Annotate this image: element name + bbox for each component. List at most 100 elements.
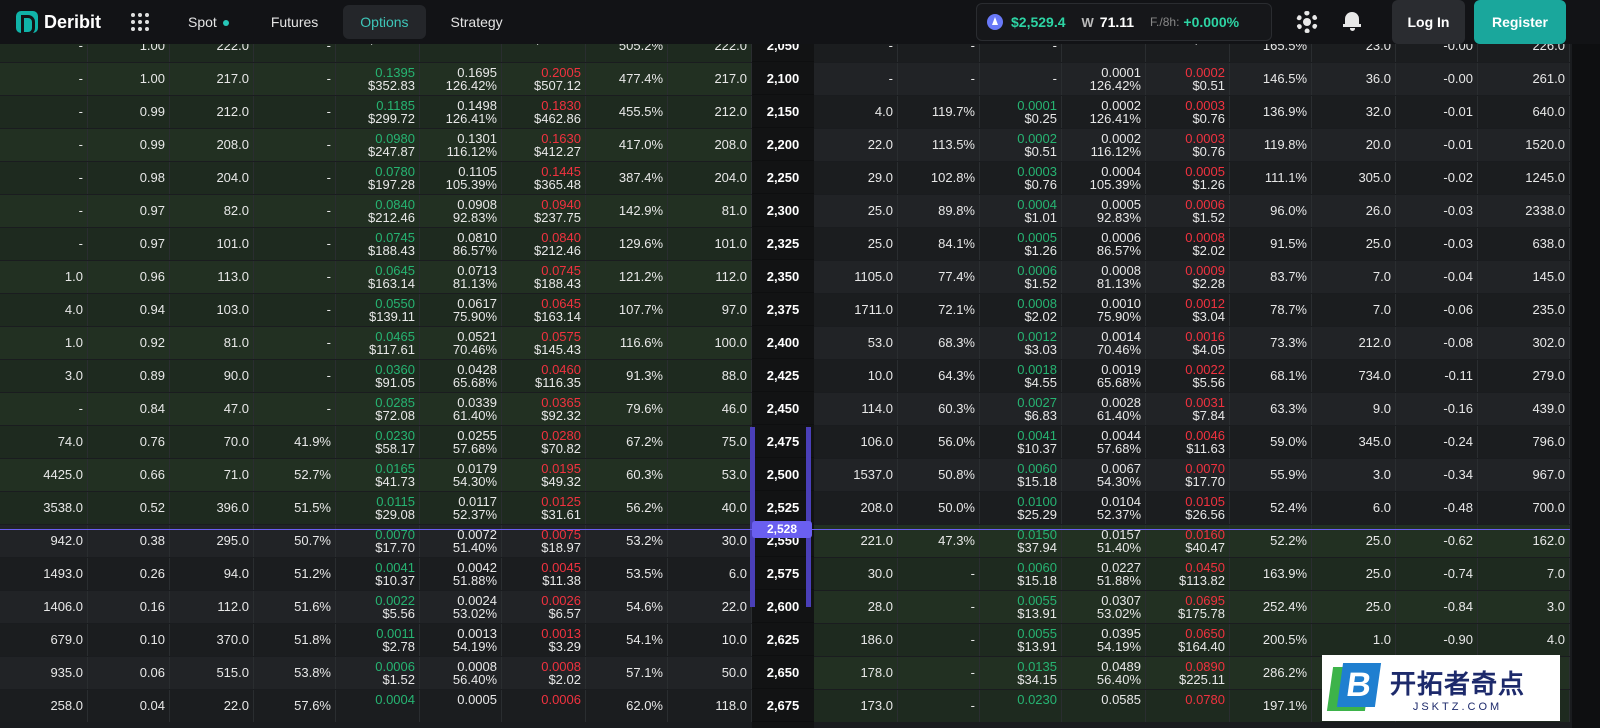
put-cell[interactable]: 0.0695 $175.78 (1146, 591, 1230, 623)
call-cell[interactable]: 0.0026 $6.57 (502, 591, 586, 623)
put-cell[interactable]: 0.0012 $3.04 (1146, 294, 1230, 326)
table-row[interactable]: -1.00 217.0-0.1395 $352.83 0.1695 126.42% 0.2… (0, 63, 1570, 95)
put-cell[interactable]: 0.0010 75.90% (1062, 294, 1146, 326)
put-cell[interactable]: 0.0450 $113.82 (1146, 558, 1230, 590)
call-cell[interactable]: 0.0339 61.40% (420, 393, 502, 425)
call-cell[interactable]: 0.0004 (336, 690, 420, 722)
call-cell[interactable]: 0.0713 81.13% (420, 261, 502, 293)
put-cell[interactable]: 0.0067 54.30% (1062, 459, 1146, 491)
put-cell[interactable]: 0.0060 $15.18 (980, 459, 1062, 491)
put-cell[interactable]: 0.0650 $164.40 (1146, 624, 1230, 656)
call-cell[interactable]: 0.1395 $352.83 (336, 63, 420, 95)
table-row[interactable]: -0.97 101.0-0.0745 $188.43 0.0810 86.57% 0.08… (0, 228, 1570, 260)
put-cell[interactable]: 0.0105 $26.56 (1146, 492, 1230, 524)
call-cell[interactable]: 0.0521 70.46% (420, 327, 502, 359)
table-row[interactable]: -0.99 212.0-0.1185 $299.72 0.1498 126.41% 0.1… (0, 96, 1570, 128)
call-cell[interactable]: 0.0810 86.57% (420, 228, 502, 260)
call-cell[interactable]: 0.0041 $10.37 (336, 558, 420, 590)
put-cell[interactable]: 0.0005 $1.26 (1146, 162, 1230, 194)
put-cell[interactable]: 0.0002 116.12% (1062, 129, 1146, 161)
put-cell[interactable]: 0.0014 70.46% (1062, 327, 1146, 359)
put-cell[interactable]: 0.0019 65.68% (1062, 360, 1146, 392)
table-row[interactable]: -1.00222.0-$404.68135.48%$553.91505.2%22… (0, 44, 1570, 62)
call-cell[interactable]: 0.1445 $365.48 (502, 162, 586, 194)
call-cell[interactable]: $404.68 (336, 44, 420, 62)
tab-options[interactable]: Options (343, 5, 426, 39)
call-cell[interactable]: 0.1301 116.12% (420, 129, 502, 161)
put-cell[interactable]: 0.0135 $34.15 (980, 657, 1062, 689)
table-row[interactable]: 1.0 0.92 81.0-0.0465 $117.61 0.0521 70.46% 0.0… (0, 327, 1570, 359)
call-cell[interactable]: 0.0840 $212.46 (502, 228, 586, 260)
put-cell[interactable]: 0.0022 $5.56 (1146, 360, 1230, 392)
table-row[interactable]: -0.84 47.0-0.0285 $72.08 0.0339 61.40% 0.0365… (0, 393, 1570, 425)
table-row[interactable]: 1493.0 0.26 94.0 51.2% 0.0041 $10.37 0.0042 51.… (0, 558, 1570, 590)
put-cell[interactable]: 0.0060 $15.18 (980, 558, 1062, 590)
call-cell[interactable]: 0.0008 56.40% (420, 657, 502, 689)
call-cell[interactable]: 0.0024 53.02% (420, 591, 502, 623)
put-cell[interactable]: 0.0016 $4.05 (1146, 327, 1230, 359)
put-cell[interactable]: 0.0001 126.42% (1062, 63, 1146, 95)
put-cell[interactable]: 0.0230 (980, 690, 1062, 722)
put-cell[interactable]: 0.0003 $0.76 (1146, 129, 1230, 161)
call-cell[interactable]: 0.0940 $237.75 (502, 195, 586, 227)
notifications-bell-icon[interactable] (1343, 11, 1361, 31)
put-cell[interactable]: 0.0044 57.68% (1062, 426, 1146, 458)
page-scrollbar[interactable] (1572, 44, 1600, 728)
call-cell[interactable]: 0.0005 (420, 690, 502, 722)
table-row[interactable]: 1.0 0.96 113.0-0.0645 $163.14 0.0713 81.13% 0.… (0, 261, 1570, 293)
put-cell[interactable]: 0.0395 54.19% (1062, 624, 1146, 656)
deribit-logo[interactable]: Deribit (16, 11, 101, 35)
put-cell[interactable]: 0.0002 $0.51 (1146, 63, 1230, 95)
call-cell[interactable]: 0.0179 54.30% (420, 459, 502, 491)
call-cell[interactable]: 0.0908 92.83% (420, 195, 502, 227)
put-cell[interactable]: 0.0009 $2.28 (1146, 261, 1230, 293)
call-cell[interactable]: 0.0645 $163.14 (502, 294, 586, 326)
login-button[interactable]: Log In (1392, 0, 1465, 44)
settings-gear-icon[interactable] (1296, 11, 1318, 33)
put-cell[interactable]: 0.0028 61.40% (1062, 393, 1146, 425)
put-cell[interactable]: 135.48% (1062, 44, 1146, 62)
call-cell[interactable]: 0.1185 $299.72 (336, 96, 420, 128)
call-cell[interactable]: 0.0045 $11.38 (502, 558, 586, 590)
table-row[interactable]: 74.0 0.76 70.0 41.9% 0.0230 $58.17 0.0255 57.68… (0, 426, 1570, 458)
call-cell[interactable]: 0.0072 51.40% (420, 525, 502, 557)
table-row[interactable]: 4425.0 0.66 71.0 52.7% 0.0165 $41.73 0.0179 54.… (0, 459, 1570, 491)
put-cell[interactable]: 0.0005 92.83% (1062, 195, 1146, 227)
put-cell[interactable]: 0.0104 52.37% (1062, 492, 1146, 524)
call-cell[interactable]: 0.0008 $2.02 (502, 657, 586, 689)
call-cell[interactable]: 0.1630 $412.27 (502, 129, 586, 161)
call-cell[interactable]: 0.0428 65.68% (420, 360, 502, 392)
call-cell[interactable]: 0.0745 $188.43 (502, 261, 586, 293)
call-cell[interactable]: 0.0070 $17.70 (336, 525, 420, 557)
put-cell[interactable]: 0.0027 $6.83 (980, 393, 1062, 425)
table-row[interactable]: 4.0 0.94 103.0-0.0550 $139.11 0.0617 75.90% 0.… (0, 294, 1570, 326)
call-cell[interactable]: 0.1498 126.41% (420, 96, 502, 128)
table-row[interactable]: -0.97 82.0-0.0840 $212.46 0.0908 92.83% 0.094… (0, 195, 1570, 227)
table-row[interactable]: 942.0 0.38 295.0 50.7% 0.0070 $17.70 0.0072 51.… (0, 525, 1570, 557)
put-cell[interactable]: 0.0004 $1.01 (980, 195, 1062, 227)
call-cell[interactable]: 0.0360 $91.05 (336, 360, 420, 392)
tab-spot[interactable]: Spot (171, 5, 246, 39)
call-cell[interactable]: 0.0280 $70.82 (502, 426, 586, 458)
call-cell[interactable]: 0.0285 $72.08 (336, 393, 420, 425)
put-cell[interactable]: 0.0890 $225.11 (1146, 657, 1230, 689)
call-cell[interactable]: 0.1695 126.42% (420, 63, 502, 95)
call-cell[interactable]: 0.1105 105.39% (420, 162, 502, 194)
put-cell[interactable]: 0.0001 $0.25 (980, 96, 1062, 128)
call-cell[interactable]: 0.0575 $145.43 (502, 327, 586, 359)
put-cell[interactable]: 0.0157 51.40% (1062, 525, 1146, 557)
call-cell[interactable]: 0.0042 51.88% (420, 558, 502, 590)
call-cell[interactable]: 0.0195 $49.32 (502, 459, 586, 491)
call-cell[interactable]: 0.0745 $188.43 (336, 228, 420, 260)
put-cell[interactable]: 0.0489 56.40% (1062, 657, 1146, 689)
call-cell[interactable]: 0.0365 $92.32 (502, 393, 586, 425)
put-cell[interactable]: 0.0008 81.13% (1062, 261, 1146, 293)
put-cell[interactable]: 0.0070 $17.70 (1146, 459, 1230, 491)
put-cell[interactable]: 0.0006 $1.52 (1146, 195, 1230, 227)
call-cell[interactable]: 0.0006 (502, 690, 586, 722)
table-row[interactable]: 679.0 0.10 370.0 51.8% 0.0011 $2.78 0.0013 54.1… (0, 624, 1570, 656)
call-cell[interactable]: 0.0165 $41.73 (336, 459, 420, 491)
tab-futures[interactable]: Futures (270, 14, 319, 30)
call-cell[interactable]: 0.0013 54.19% (420, 624, 502, 656)
call-cell[interactable]: 0.1830 $462.86 (502, 96, 586, 128)
